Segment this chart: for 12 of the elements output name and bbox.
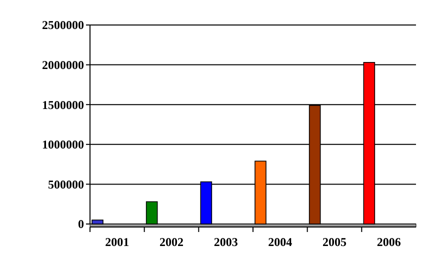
y-tick-label: 0: [78, 217, 84, 232]
x-tick-label: 2003: [214, 235, 238, 249]
y-tick-label: 1000000: [42, 138, 84, 152]
x-tick-label: 2006: [376, 235, 401, 249]
x-tick-label: 2004: [268, 235, 292, 249]
x-tick-label: 2002: [160, 235, 184, 249]
x-tick-label: 2005: [322, 235, 346, 249]
y-tick-label: 500000: [48, 177, 84, 192]
x-tick-label: 2001: [105, 235, 130, 249]
y-tick-label: 2500000: [42, 18, 84, 32]
y-tick-label: 2000000: [42, 58, 84, 72]
y-tick-label: 1500000: [42, 98, 84, 112]
